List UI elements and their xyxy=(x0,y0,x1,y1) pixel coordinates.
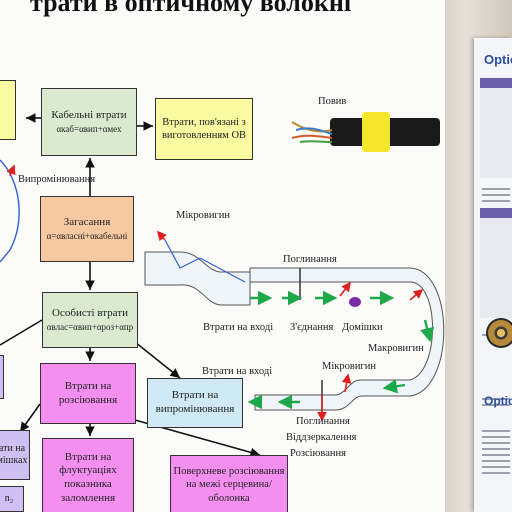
label-radiation: Випромінювання xyxy=(18,174,96,185)
label-microbend-bottom: Мікровигин xyxy=(322,361,376,372)
left-red-arrow xyxy=(6,164,16,177)
microbend-ray xyxy=(164,239,246,283)
side-table-1 xyxy=(480,88,512,178)
intrinsic-losses-box: Особисті втрати αвлас=αвип+αроз+αпр xyxy=(42,292,138,348)
label-joint: З'єднання xyxy=(290,322,334,333)
cable-losses-label: Кабельні втрати xyxy=(51,108,127,121)
cable-losses-formula: αкаб=αвип+αмех xyxy=(56,124,122,135)
left-partial-box-b: n₂ xyxy=(0,486,24,512)
loop-fiber-outer xyxy=(249,267,445,411)
side-title: Optical xyxy=(484,52,512,67)
cable-illustration xyxy=(291,112,440,152)
label-coating: Повив xyxy=(318,96,347,107)
impurity-dot xyxy=(349,297,361,307)
arrow-scattering-to-left xyxy=(19,403,41,433)
left-partial-b-label: n₂ xyxy=(4,492,14,504)
intrinsic-losses-label: Особисті втрати xyxy=(52,306,128,319)
side-band-1 xyxy=(480,78,512,88)
left-partial-a-label: ати на мішках xyxy=(0,442,28,467)
label-input-loss-top: Втрати на вході xyxy=(203,322,274,333)
label-scattering: Розсіювання xyxy=(290,448,346,459)
scattering-losses-label: Втрати на розсіювання xyxy=(58,379,118,406)
radiation-losses-label: Втрати на випромінювання xyxy=(155,389,235,415)
label-microbend-top: Мікровигин xyxy=(176,210,230,221)
manufacturing-losses-label: Втрати, пов'язані з виготовленням ОВ xyxy=(161,116,247,141)
label-reflection: Віддзеркалення xyxy=(286,432,357,443)
manufacturing-losses-box: Втрати, пов'язані з виготовленням ОВ xyxy=(155,98,253,160)
surface-scattering-box: Поверхневе розсіювання на межі серцевина… xyxy=(170,455,288,512)
side-brochure: Optical Optical xyxy=(474,38,512,512)
arrow-intrinsic-to-left xyxy=(0,319,43,346)
attenuation-label: Загасання xyxy=(63,215,111,228)
left-fiber-curve xyxy=(0,159,20,263)
cable-cross-section-icon xyxy=(486,318,512,348)
left-partial-box-a: ати на мішках xyxy=(0,430,30,480)
left-partial-box-c xyxy=(0,355,4,399)
label-macrobend: Макровигин xyxy=(368,343,424,354)
scattering-losses-box: Втрати на розсіювання xyxy=(40,363,136,424)
label-absorption-top: Поглинання xyxy=(283,254,337,265)
intrinsic-losses-formula: αвлас=αвип+αроз+αпр xyxy=(46,322,134,333)
side-band-2 xyxy=(480,208,512,218)
surface-scattering-label: Поверхневе розсіювання на межі серцевина… xyxy=(173,466,285,504)
label-impurities: Домішки xyxy=(342,322,383,333)
fluctuation-losses-label: Втрати на флуктуаціях показника заломлен… xyxy=(59,450,117,504)
side-title-2: Optical xyxy=(484,394,512,408)
attenuation-formula: α=αвласні+αкабельні xyxy=(46,231,128,242)
fluctuation-losses-box: Втрати на флуктуаціях показника заломлен… xyxy=(42,438,134,512)
label-absorption-bottom: Поглинання xyxy=(296,416,350,427)
poster-title: трати в оптичному волокні xyxy=(30,0,352,17)
microbend-red-arrow xyxy=(156,230,167,242)
diagram-poster: трати в оптичному волокні xyxy=(0,0,445,512)
side-table-2 xyxy=(480,218,512,318)
microbend-fiber xyxy=(144,251,251,306)
cable-losses-box: Кабельні втрати αкаб=αвип+αмех xyxy=(41,88,137,156)
radiation-losses-box: Втрати на випромінювання xyxy=(147,378,243,428)
attenuation-box: Загасання α=αвласні+αкабельні xyxy=(40,196,134,262)
label-input-loss-bottom: Втрати на вході xyxy=(202,366,273,377)
left-yellow-box xyxy=(0,80,16,140)
